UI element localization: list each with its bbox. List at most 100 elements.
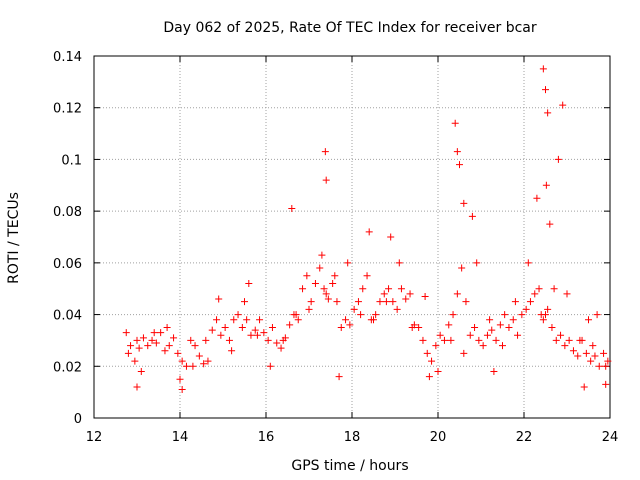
data-point [299, 285, 307, 293]
data-point [165, 342, 173, 350]
data-point [580, 383, 588, 391]
data-point [320, 285, 328, 293]
data-point [333, 298, 341, 306]
x-tick-label: 12 [86, 430, 103, 445]
data-point [135, 344, 143, 352]
data-point [432, 342, 440, 350]
data-point [539, 65, 547, 73]
data-point [526, 298, 534, 306]
data-point [569, 347, 577, 355]
data-point [486, 316, 494, 324]
data-point [322, 290, 330, 298]
y-tick-label: 0.04 [53, 309, 82, 324]
data-point [425, 373, 433, 381]
data-point [305, 305, 313, 313]
data-point [456, 161, 463, 169]
data-point [292, 311, 300, 319]
data-point [587, 357, 595, 365]
data-point [152, 339, 160, 347]
y-axis-label: ROTI / TECUs [6, 192, 22, 284]
data-point [324, 295, 332, 303]
data-point [600, 349, 608, 357]
axis-ticks [93, 55, 611, 419]
data-point [544, 109, 552, 117]
data-point [256, 316, 264, 324]
data-point [479, 342, 487, 350]
data-point [176, 375, 184, 383]
data-point [286, 321, 294, 329]
data-point [593, 311, 601, 319]
data-point [471, 324, 479, 331]
data-point [406, 290, 414, 298]
data-point [542, 181, 550, 189]
data-point [161, 347, 169, 355]
x-axis-tick-labels: 12 14 16 18 20 22 24 [86, 430, 619, 445]
data-point [245, 280, 253, 288]
data-point [124, 349, 132, 357]
data-point [322, 176, 330, 184]
y-tick-label: 0.14 [53, 50, 82, 65]
data-point [195, 352, 203, 360]
data-point [563, 290, 571, 298]
data-point [585, 316, 592, 324]
data-point [148, 336, 156, 344]
data-point [533, 194, 541, 202]
data-point [436, 331, 444, 339]
data-point [488, 326, 496, 334]
data-point [273, 339, 281, 347]
data-point [238, 324, 246, 331]
data-point [419, 336, 427, 344]
data-point [357, 311, 365, 319]
data-point [537, 311, 545, 319]
data-point [213, 316, 221, 324]
data-point [208, 326, 216, 334]
data-point [221, 324, 229, 331]
data-point [174, 349, 182, 357]
data-point [492, 336, 500, 344]
data-point [163, 324, 171, 331]
data-point [475, 336, 483, 344]
data-point [524, 259, 532, 267]
data-point [277, 344, 285, 352]
y-axis-tick-labels: 0 0.02 0.04 0.06 0.08 0.1 0.12 0.14 [53, 50, 82, 427]
data-point [395, 259, 403, 267]
data-point [251, 326, 259, 334]
data-point [337, 324, 345, 331]
data-point [440, 336, 448, 344]
data-point [387, 233, 395, 241]
y-tick-label: 0.12 [53, 102, 82, 117]
data-point [264, 336, 272, 344]
data-point [260, 329, 268, 337]
data-point [542, 86, 549, 94]
data-point [460, 199, 468, 207]
data-point [204, 357, 212, 365]
data-point [557, 331, 565, 339]
data-point [253, 331, 261, 339]
data-point [415, 324, 423, 331]
data-point [462, 298, 470, 306]
data-point [468, 212, 476, 220]
data-point [321, 148, 329, 156]
data-point [215, 295, 223, 303]
data-point [225, 336, 233, 344]
data-point [178, 357, 186, 365]
data-point [303, 272, 311, 280]
data-point [602, 362, 610, 370]
data-point [268, 324, 276, 331]
data-point [561, 342, 569, 350]
data-point [279, 336, 287, 344]
data-point [191, 342, 199, 350]
data-point [318, 251, 326, 259]
data-point [307, 298, 315, 306]
data-point [137, 367, 145, 375]
data-point [490, 367, 498, 375]
data-point [421, 292, 429, 300]
data-points [122, 65, 612, 394]
data-point [241, 298, 248, 306]
y-tick-label: 0.08 [53, 205, 82, 220]
data-point [408, 324, 416, 331]
data-point [372, 311, 380, 319]
data-point [514, 331, 522, 339]
data-point [344, 259, 352, 267]
